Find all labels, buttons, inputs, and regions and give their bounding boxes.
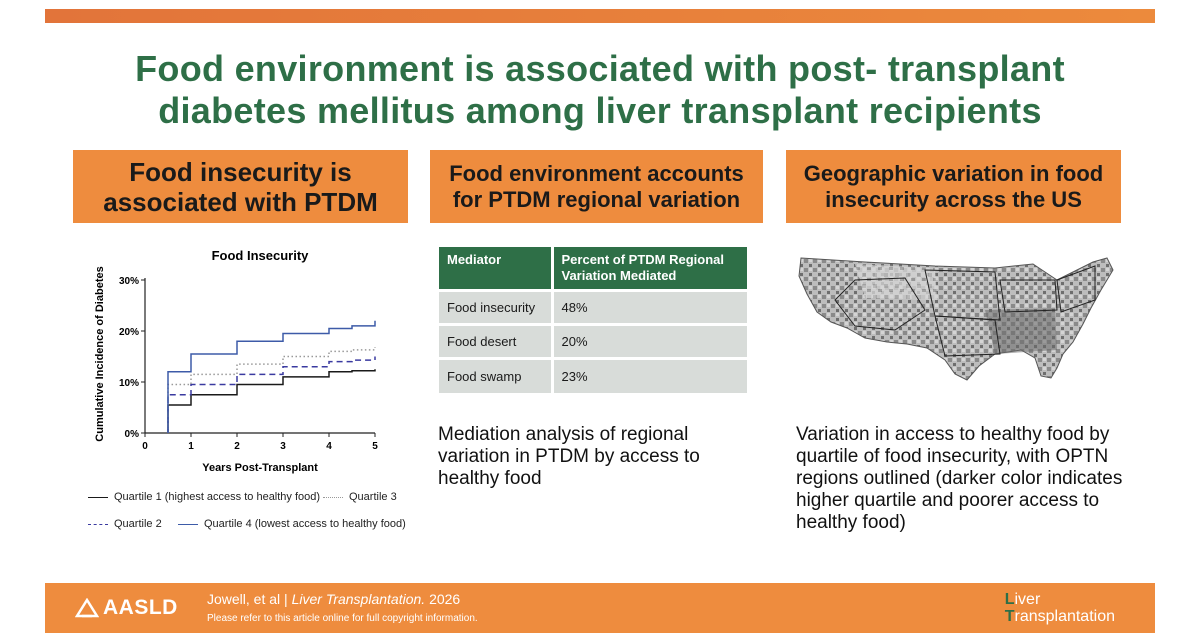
legend-swatch-q1 — [88, 496, 108, 498]
chart-series-line-q2 — [167, 356, 376, 433]
map-optn-region-boundary — [924, 269, 1001, 321]
legend-label-q3: Quartile 3 — [349, 491, 397, 503]
us-food-insecurity-map — [798, 257, 1114, 381]
table-header-mediator: Mediator — [439, 247, 554, 291]
chart-series-line-q1 — [167, 369, 376, 433]
chart-x-axis-label: Years Post-Transplant — [202, 462, 318, 474]
citation-authors: Jowell, et al — [207, 591, 281, 607]
journal-logo-initial-t: T — [1004, 608, 1015, 625]
copyright-note: Please refer to this article online for … — [207, 613, 478, 624]
mediation-description: Mediation analysis of regional variation… — [438, 424, 700, 489]
legend-swatch-q2 — [88, 523, 108, 525]
chart-y-axis-label: Cumulative Incidence of Diabetes — [94, 266, 106, 441]
legend-item-quartile-1: Quartile 1 (highest access to healthy fo… — [88, 491, 320, 503]
map-region-north — [855, 264, 937, 300]
chart-x-tick-label: 5 — [372, 441, 378, 452]
map-region-south — [985, 308, 1057, 354]
table-cell-percent: 48% — [552, 289, 747, 325]
chart-axes: 0% 10% 20% 30% 0 1 2 3 4 5 — [119, 276, 378, 452]
title-line-1: Food environment is associated with post… — [135, 48, 1065, 89]
panel3-heading-line2: insecurity across the US — [825, 186, 1082, 212]
chart-y-tick-label: 20% — [119, 327, 139, 338]
chart-title: Food Insecurity — [212, 248, 310, 263]
table-cell-percent: 23% — [552, 357, 747, 393]
panel3-heading-line1: Geographic variation in food — [803, 160, 1104, 186]
legend-label-q2: Quartile 2 — [114, 518, 162, 530]
journal-logo-line2: Transplantation — [1005, 608, 1115, 625]
chart-y-tick-label: 0% — [125, 429, 140, 440]
page-title: Food environment is associated with post… — [45, 48, 1155, 132]
title-line-2: diabetes mellitus among liver transplant… — [158, 90, 1042, 131]
footer-bar: AASLD Jowell, et al | Liver Transplantat… — [45, 583, 1155, 633]
chart-y-tick-label: 30% — [119, 276, 139, 287]
chart-x-tick-label: 4 — [326, 441, 332, 452]
panel1-heading-line2: associated with PTDM — [103, 186, 378, 217]
chart-series-line-q4 — [167, 320, 376, 433]
table-cell-mediator: Food insecurity — [439, 289, 554, 325]
map-optn-region-boundary — [934, 315, 1001, 357]
citation-separator: | — [284, 591, 288, 607]
table-header-percent: Percent of PTDM Regional Variation Media… — [552, 247, 747, 291]
legend-swatch-q3 — [323, 496, 343, 498]
map-description: Variation in access to healthy food by q… — [796, 424, 1123, 533]
top-accent-bar — [45, 9, 1155, 23]
panel-heading-food-environment: Food environment accounts for PTDM regio… — [430, 150, 763, 223]
chart-x-tick-label: 0 — [142, 441, 148, 452]
table-row: Food desert 20% — [439, 323, 747, 359]
journal-logo-initial-l: L — [1004, 591, 1015, 608]
legend-label-q4: Quartile 4 (lowest access to healthy foo… — [204, 518, 406, 530]
legend-item-quartile-4: Quartile 4 (lowest access to healthy foo… — [178, 518, 406, 530]
legend-label-q1: Quartile 1 (highest access to healthy fo… — [114, 491, 321, 503]
panel-heading-geographic-variation: Geographic variation in food insecurity … — [786, 150, 1121, 223]
journal-logo-line1: Liver — [1005, 591, 1115, 608]
food-insecurity-chart: Food Insecurity Cumulative Incidence of … — [94, 248, 378, 474]
panel2-heading-line1: Food environment accounts — [449, 160, 744, 186]
liver-transplantation-logo[interactable]: Liver Transplantation — [1005, 591, 1115, 625]
aasld-logo-icon — [75, 598, 99, 618]
table-cell-mediator: Food swamp — [439, 357, 554, 393]
chart-x-tick-label: 1 — [188, 441, 194, 452]
chart-series-group — [167, 320, 376, 433]
table-cell-mediator: Food desert — [439, 323, 554, 359]
map-optn-region-boundary — [834, 277, 926, 331]
chart-y-tick-label: 10% — [119, 378, 139, 389]
map-optn-region-boundary — [999, 279, 1058, 313]
journal-logo-line2-rest: ransplantation — [1014, 608, 1115, 625]
chart-series-line-q3 — [167, 347, 376, 433]
panel2-heading-line2: for PTDM regional variation — [452, 186, 741, 212]
map-optn-region-boundary — [1056, 265, 1096, 313]
legend-item-quartile-3: Quartile 3 — [323, 491, 397, 503]
aasld-logo-text: AASLD — [103, 596, 178, 619]
legend-item-quartile-2: Quartile 2 — [88, 518, 162, 530]
legend-swatch-q4 — [178, 523, 198, 525]
table-row: Food swamp 23% — [439, 357, 747, 393]
citation: Jowell, et al | Liver Transplantation. 2… — [207, 591, 460, 607]
citation-journal: Liver Transplantation. — [291, 591, 426, 607]
citation-year: 2026 — [429, 591, 461, 607]
table-row: Food insecurity 48% — [439, 289, 747, 325]
chart-x-tick-label: 3 — [280, 441, 286, 452]
table-cell-percent: 20% — [552, 323, 747, 359]
panel1-heading-line1: Food insecurity is — [129, 156, 352, 187]
chart-x-tick-label: 2 — [234, 441, 240, 452]
table-header-row: Mediator Percent of PTDM Regional Variat… — [439, 247, 747, 291]
mediation-table: Mediator Percent of PTDM Regional Variat… — [439, 247, 747, 393]
aasld-logo[interactable]: AASLD — [75, 596, 178, 620]
journal-logo-line1-rest: iver — [1014, 591, 1041, 608]
panel-heading-food-insecurity: Food insecurity is associated with PTDM — [73, 150, 408, 223]
